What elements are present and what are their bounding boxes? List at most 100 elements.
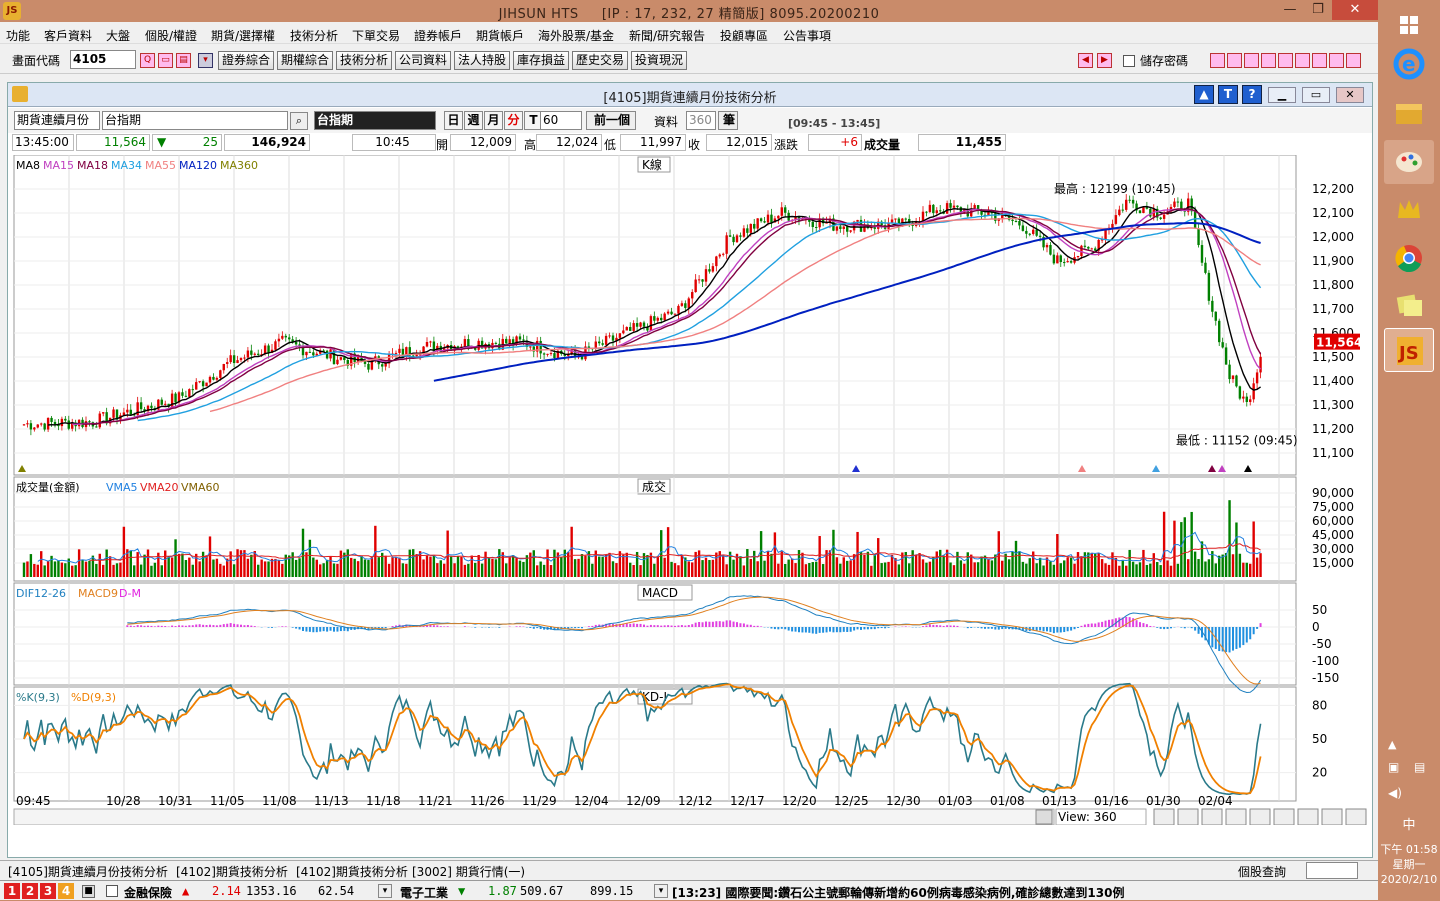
lock-icon[interactable]: ■ — [82, 885, 95, 898]
clock[interactable]: 下午 01:58 星期一 2020/2/10 — [1378, 842, 1440, 887]
period-select[interactable]: 60 — [540, 111, 582, 130]
menu-item-9[interactable]: 海外股票/基金 — [538, 27, 614, 44]
sticky-notes-icon[interactable] — [1384, 284, 1434, 328]
settings-icon[interactable] — [1346, 809, 1366, 825]
menu-item-8[interactable]: 期貨帳戶 — [476, 27, 524, 44]
ime-indicator[interactable]: 中 — [1378, 814, 1440, 833]
period-tab-1[interactable]: 週 — [464, 111, 483, 130]
layout-icon[interactable] — [1244, 53, 1259, 68]
chrome-icon[interactable] — [1384, 236, 1434, 280]
up-arrow-icon[interactable]: ▲ — [1194, 85, 1214, 104]
chart-scrollbar[interactable] — [14, 809, 1054, 825]
stock-query-input[interactable] — [1306, 862, 1358, 879]
search-icon[interactable]: Q — [140, 53, 155, 68]
pan-left-icon[interactable] — [1202, 809, 1222, 825]
tray-up-icon[interactable]: ▲ — [1388, 738, 1396, 751]
ticker-tab-3[interactable]: 4 — [58, 883, 74, 899]
idx2-dropdown-icon[interactable]: ▾ — [654, 884, 668, 898]
idx1-dropdown-icon[interactable]: ▾ — [378, 884, 392, 898]
period-tab-3[interactable]: 分 — [504, 111, 523, 130]
print-icon[interactable]: ▤ — [176, 53, 191, 68]
window-tab-1[interactable]: [4102]期貨技術分析 — [176, 863, 288, 880]
kline-panel[interactable] — [14, 155, 1296, 475]
toolbar-button-6[interactable]: 歷史交易 — [572, 51, 628, 70]
period-tab-0[interactable]: 日 — [444, 111, 463, 130]
menu-item-12[interactable]: 公告事項 — [783, 27, 831, 44]
copy-icon[interactable] — [1274, 809, 1294, 825]
forward-icon[interactable]: ▶ — [1097, 53, 1112, 68]
window-tab-2[interactable]: [4102]期貨技術分析 — [296, 863, 408, 880]
contract-type-select[interactable]: 期貨連續月份 — [14, 111, 100, 130]
tray-monitor-icon[interactable]: ▤ — [1414, 760, 1425, 774]
save-password-checkbox[interactable] — [1123, 55, 1135, 67]
zoom-out-icon[interactable] — [1178, 809, 1198, 825]
ticker-tab-1[interactable]: 2 — [22, 883, 38, 899]
data-count-input[interactable]: 360 — [686, 111, 716, 130]
reset-icon[interactable] — [1261, 53, 1276, 68]
screen-code-input[interactable]: 4105 — [70, 50, 136, 69]
win-minimize-icon[interactable]: ▁ — [1268, 87, 1296, 103]
zoom-in-icon[interactable] — [1154, 809, 1174, 825]
menu-item-1[interactable]: 客戶資料 — [44, 27, 92, 44]
tools-icon[interactable] — [1346, 53, 1361, 68]
macd-bar — [850, 627, 852, 632]
file-explorer-icon[interactable] — [1384, 92, 1434, 136]
window-tab-3[interactable]: [3002] 期貨行情(一) — [412, 863, 525, 880]
toolbar-button-7[interactable]: 投資現況 — [631, 51, 687, 70]
menu-item-3[interactable]: 個股/權證 — [145, 27, 197, 44]
menu-item-11[interactable]: 投顧專區 — [720, 27, 768, 44]
news-headline[interactable]: [13:23] 國際要聞:鑽石公主號郵輪傳新增約60例病毒感染病例,確診總數達到… — [672, 884, 1124, 901]
pan-right-icon[interactable] — [1226, 809, 1246, 825]
toolbar-button-0[interactable]: 證券綜合 — [218, 51, 274, 70]
window-icon[interactable]: ▭ — [158, 53, 173, 68]
toolbar-button-2[interactable]: 技術分析 — [336, 51, 392, 70]
ie-icon[interactable]: e — [1384, 42, 1434, 86]
help-icon[interactable]: ? — [1242, 85, 1262, 104]
menu-item-0[interactable]: 功能 — [6, 27, 30, 44]
menu-item-10[interactable]: 新聞/研究報告 — [629, 27, 705, 44]
menu-item-4[interactable]: 期貨/選擇權 — [211, 27, 275, 44]
paint-icon[interactable] — [1384, 140, 1434, 184]
cancel-icon[interactable] — [1227, 53, 1242, 68]
layout-icon[interactable] — [1298, 809, 1318, 825]
minimize-icon[interactable]: — — [1276, 0, 1304, 20]
x-tick-label: 11/29 — [522, 794, 557, 808]
window-tab-0[interactable]: [4105]期貨連續月份技術分析 — [8, 863, 168, 880]
back-icon[interactable]: ◀ — [1078, 53, 1093, 68]
ticker-checkbox[interactable] — [106, 885, 118, 897]
toolbar-button-1[interactable]: 期權綜合 — [277, 51, 333, 70]
text-icon[interactable] — [1278, 53, 1293, 68]
toolbar-button-5[interactable]: 庫存損益 — [513, 51, 569, 70]
volume-icon[interactable]: ◀) — [1388, 786, 1402, 800]
edit-icon[interactable] — [1322, 809, 1342, 825]
period-tab-2[interactable]: 月 — [484, 111, 503, 130]
menu-item-6[interactable]: 下單交易 — [352, 27, 400, 44]
chart-type-icon[interactable] — [1250, 809, 1270, 825]
win-restore-icon[interactable]: ▭ — [1302, 87, 1330, 103]
zoom-search-icon[interactable]: ⌕ — [290, 112, 308, 130]
scroll-right-icon[interactable] — [1036, 810, 1052, 824]
pen-icon[interactable] — [1210, 53, 1225, 68]
tray-network-icon[interactable]: ▣ — [1388, 760, 1399, 774]
menu-item-5[interactable]: 技術分析 — [290, 27, 338, 44]
macd-bar — [967, 627, 969, 628]
contract-name-select[interactable]: 台指期 — [102, 111, 288, 130]
toolbar-button-3[interactable]: 公司資料 — [395, 51, 451, 70]
crown-icon[interactable] — [1384, 188, 1434, 232]
edit-icon[interactable] — [1329, 53, 1344, 68]
dropdown-icon[interactable]: ▾ — [198, 53, 213, 68]
jihsun-app-icon[interactable]: JS — [1384, 328, 1434, 372]
toolbar-button-4[interactable]: 法人持股 — [454, 51, 510, 70]
ticker-tab-2[interactable]: 3 — [40, 883, 56, 899]
prev-button[interactable]: 前一個 — [586, 111, 636, 130]
restore-icon[interactable]: ❐ — [1304, 0, 1332, 20]
t-mode-icon[interactable]: T — [1218, 85, 1238, 104]
menu-item-7[interactable]: 證券帳戶 — [414, 27, 462, 44]
sort-icon[interactable] — [1295, 53, 1310, 68]
win-close-icon[interactable]: ✕ — [1336, 87, 1364, 103]
menu-item-2[interactable]: 大盤 — [106, 27, 130, 44]
ticker-tab-0[interactable]: 1 — [4, 883, 20, 899]
close-icon[interactable]: ✕ — [1332, 0, 1378, 20]
list-icon[interactable] — [1312, 53, 1327, 68]
